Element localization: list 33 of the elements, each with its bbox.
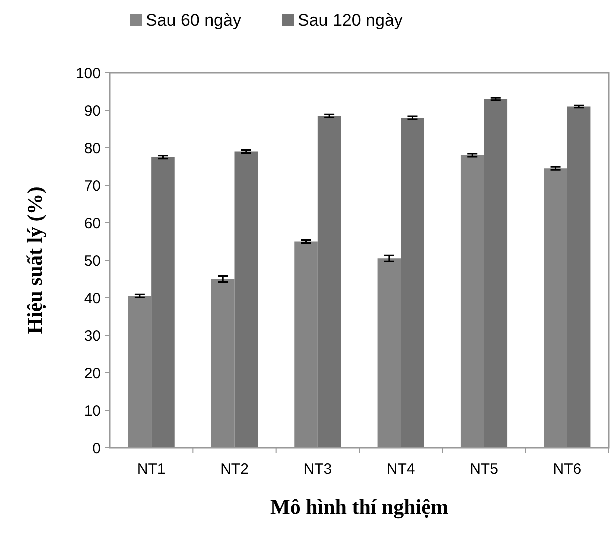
- x-tick-label: NT4: [386, 461, 416, 478]
- x-tick-label: NT5: [470, 461, 498, 478]
- x-tick-label: NT6: [553, 461, 582, 478]
- bar: [567, 106, 591, 448]
- bar: [152, 157, 175, 448]
- legend-label: Sau 120 ngày: [298, 10, 404, 30]
- bar: [128, 296, 152, 448]
- y-axis-title: Hiệu suất lý (%): [23, 186, 47, 334]
- x-tick-label: NT1: [137, 461, 166, 478]
- bar: [378, 258, 402, 448]
- bar: [211, 279, 235, 448]
- y-tick-label: 60: [84, 215, 101, 232]
- y-tick-label: 70: [84, 178, 101, 195]
- x-tick-label: NT2: [220, 461, 249, 478]
- bar: [544, 168, 568, 448]
- y-tick-label: 40: [84, 290, 101, 308]
- bar: [484, 99, 508, 448]
- y-tick-label: 20: [84, 365, 101, 382]
- y-tick-label: 100: [76, 65, 101, 82]
- y-tick-label: 50: [84, 252, 101, 270]
- x-axis-title: Mô hình thí nghiệm: [270, 495, 449, 519]
- legend-label: Sau 60 ngày: [146, 10, 242, 30]
- bar: [401, 118, 424, 448]
- bar: [318, 116, 342, 448]
- bar: [234, 152, 258, 448]
- y-tick-label: 30: [84, 328, 101, 345]
- bar: [460, 156, 484, 448]
- y-tick-label: 0: [92, 440, 101, 458]
- y-tick-label: 10: [84, 402, 101, 420]
- y-tick-label: 80: [84, 140, 101, 158]
- bar: [294, 242, 318, 448]
- y-tick-label: 90: [84, 102, 101, 120]
- x-tick-label: NT3: [304, 461, 332, 478]
